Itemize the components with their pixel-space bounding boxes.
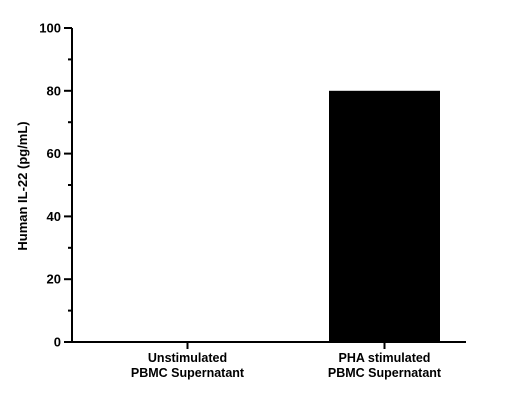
y-tick-label: 0 — [54, 335, 61, 350]
x-category-label: PBMC Supernatant — [328, 366, 442, 380]
x-category-label: PHA stimulated — [339, 351, 431, 365]
y-tick-label: 60 — [47, 146, 61, 161]
y-tick-label: 40 — [47, 209, 61, 224]
y-axis-title: Human IL-22 (pg/mL) — [15, 121, 30, 250]
x-category-label: Unstimulated — [148, 351, 227, 365]
y-tick-label: 20 — [47, 272, 61, 287]
y-tick-label: 80 — [47, 83, 61, 98]
x-category-label: PBMC Supernatant — [131, 366, 245, 380]
bar — [329, 90, 440, 342]
y-tick-label: 100 — [39, 21, 61, 36]
